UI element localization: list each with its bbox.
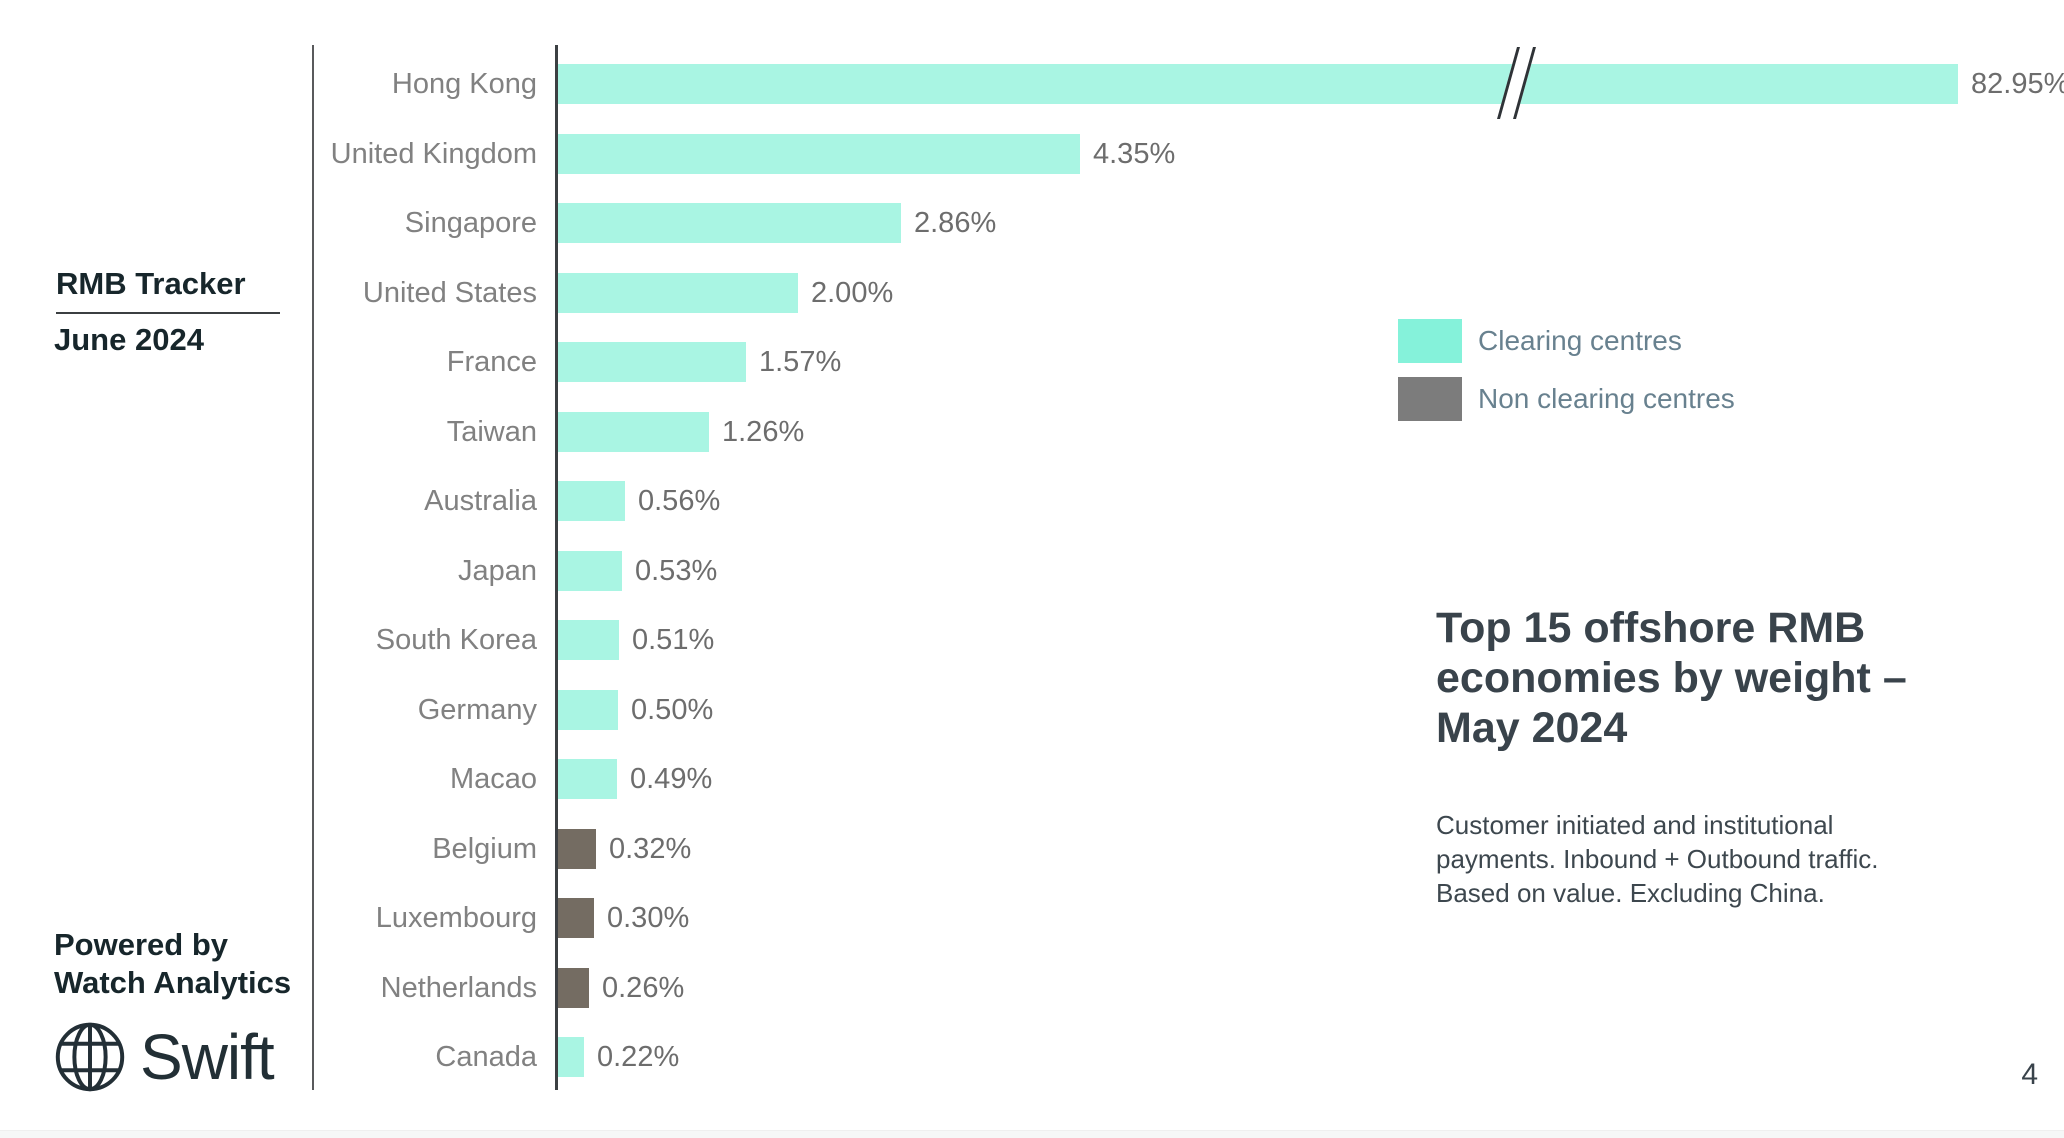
category-label: United States — [362, 276, 537, 309]
bar — [558, 1037, 584, 1078]
chart-row: Taiwan 1.26% — [0, 397, 2064, 467]
category-label: Singapore — [404, 207, 537, 240]
value-label: 0.49% — [630, 763, 713, 796]
powered-by-label: Powered by Watch Analytics — [54, 927, 292, 1000]
value-label: 0.32% — [609, 832, 692, 865]
brand-wordmark: Swift — [140, 1021, 275, 1093]
globe-icon — [54, 1021, 126, 1093]
chart-row: France 1.57% — [0, 327, 2064, 397]
page-number: 4 — [2021, 1058, 2038, 1091]
bar — [558, 342, 746, 383]
bar — [558, 481, 625, 522]
category-label: Belgium — [432, 832, 537, 865]
value-label: 4.35% — [1093, 137, 1176, 170]
category-label: Macao — [449, 763, 537, 796]
bar — [558, 689, 618, 730]
chart-row: Netherlands 0.26% — [0, 953, 2064, 1023]
report-title: RMB Tracker — [56, 266, 280, 314]
chart-row: Luxembourg 0.30% — [0, 883, 2064, 953]
value-label: 0.26% — [602, 971, 685, 1004]
chart-subtitle: Customer initiated and institutional pay… — [1436, 810, 1879, 908]
footer-strip — [0, 1130, 2064, 1138]
chart-row: Singapore 2.86% — [0, 188, 2064, 258]
category-label: Netherlands — [380, 971, 537, 1004]
chart-row: Germany 0.50% — [0, 675, 2064, 745]
value-label: 0.22% — [597, 1041, 680, 1074]
value-label: 2.86% — [914, 207, 997, 240]
chart-row: United Kingdom 4.35% — [0, 119, 2064, 189]
chart-row: Macao 0.49% — [0, 744, 2064, 814]
category-label: France — [446, 346, 537, 379]
legend-swatch — [1398, 377, 1462, 421]
chart-row: Australia 0.56% — [0, 466, 2064, 536]
legend-label: Clearing centres — [1478, 325, 1682, 356]
bar — [558, 272, 798, 313]
chart-row: Hong Kong 82.95% — [0, 49, 2064, 119]
report-month: June 2024 — [54, 322, 204, 357]
chart-title: Top 15 offshore RMB economies by weight … — [1436, 604, 1907, 752]
bar — [558, 550, 622, 591]
chart-row: South Korea 0.51% — [0, 605, 2064, 675]
bar — [558, 133, 1080, 174]
value-label: 0.30% — [607, 902, 690, 935]
category-label: Australia — [424, 485, 537, 518]
bar — [558, 203, 901, 244]
category-label: Germany — [417, 693, 537, 726]
chart-legend: Clearing centres Non clearing centres — [1398, 319, 1735, 421]
bar — [558, 411, 709, 452]
chart-row: Canada 0.22% — [0, 1022, 2064, 1092]
category-label: Canada — [435, 1041, 537, 1074]
chart-row: Japan 0.53% — [0, 536, 2064, 606]
legend-swatch — [1398, 319, 1462, 363]
bar — [558, 898, 594, 939]
category-label: United Kingdom — [330, 137, 537, 170]
category-label: Taiwan — [446, 415, 537, 448]
value-label: 0.53% — [635, 554, 718, 587]
category-label: Japan — [457, 554, 537, 587]
sidebar-divider — [312, 45, 314, 1090]
value-label: 1.26% — [722, 415, 805, 448]
value-label: 0.56% — [638, 485, 721, 518]
chart-row: Belgium 0.32% — [0, 814, 2064, 884]
bar — [558, 64, 1958, 105]
bar — [558, 620, 619, 661]
swift-logo: Swift — [54, 1020, 275, 1094]
value-label: 0.50% — [631, 693, 714, 726]
chart-row: United States 2.00% — [0, 258, 2064, 328]
category-label: South Korea — [375, 624, 537, 657]
chart-baseline-axis — [555, 45, 558, 1090]
value-label: 82.95% — [1971, 68, 2064, 101]
bar — [558, 759, 617, 800]
legend-item: Non clearing centres — [1398, 377, 1735, 421]
legend-label: Non clearing centres — [1478, 383, 1735, 414]
value-label: 1.57% — [759, 346, 842, 379]
bar — [558, 828, 596, 869]
bar — [558, 967, 589, 1008]
value-label: 0.51% — [632, 624, 715, 657]
legend-item: Clearing centres — [1398, 319, 1735, 363]
category-label: Luxembourg — [375, 902, 537, 935]
category-label: Hong Kong — [391, 68, 537, 101]
value-label: 2.00% — [811, 276, 894, 309]
